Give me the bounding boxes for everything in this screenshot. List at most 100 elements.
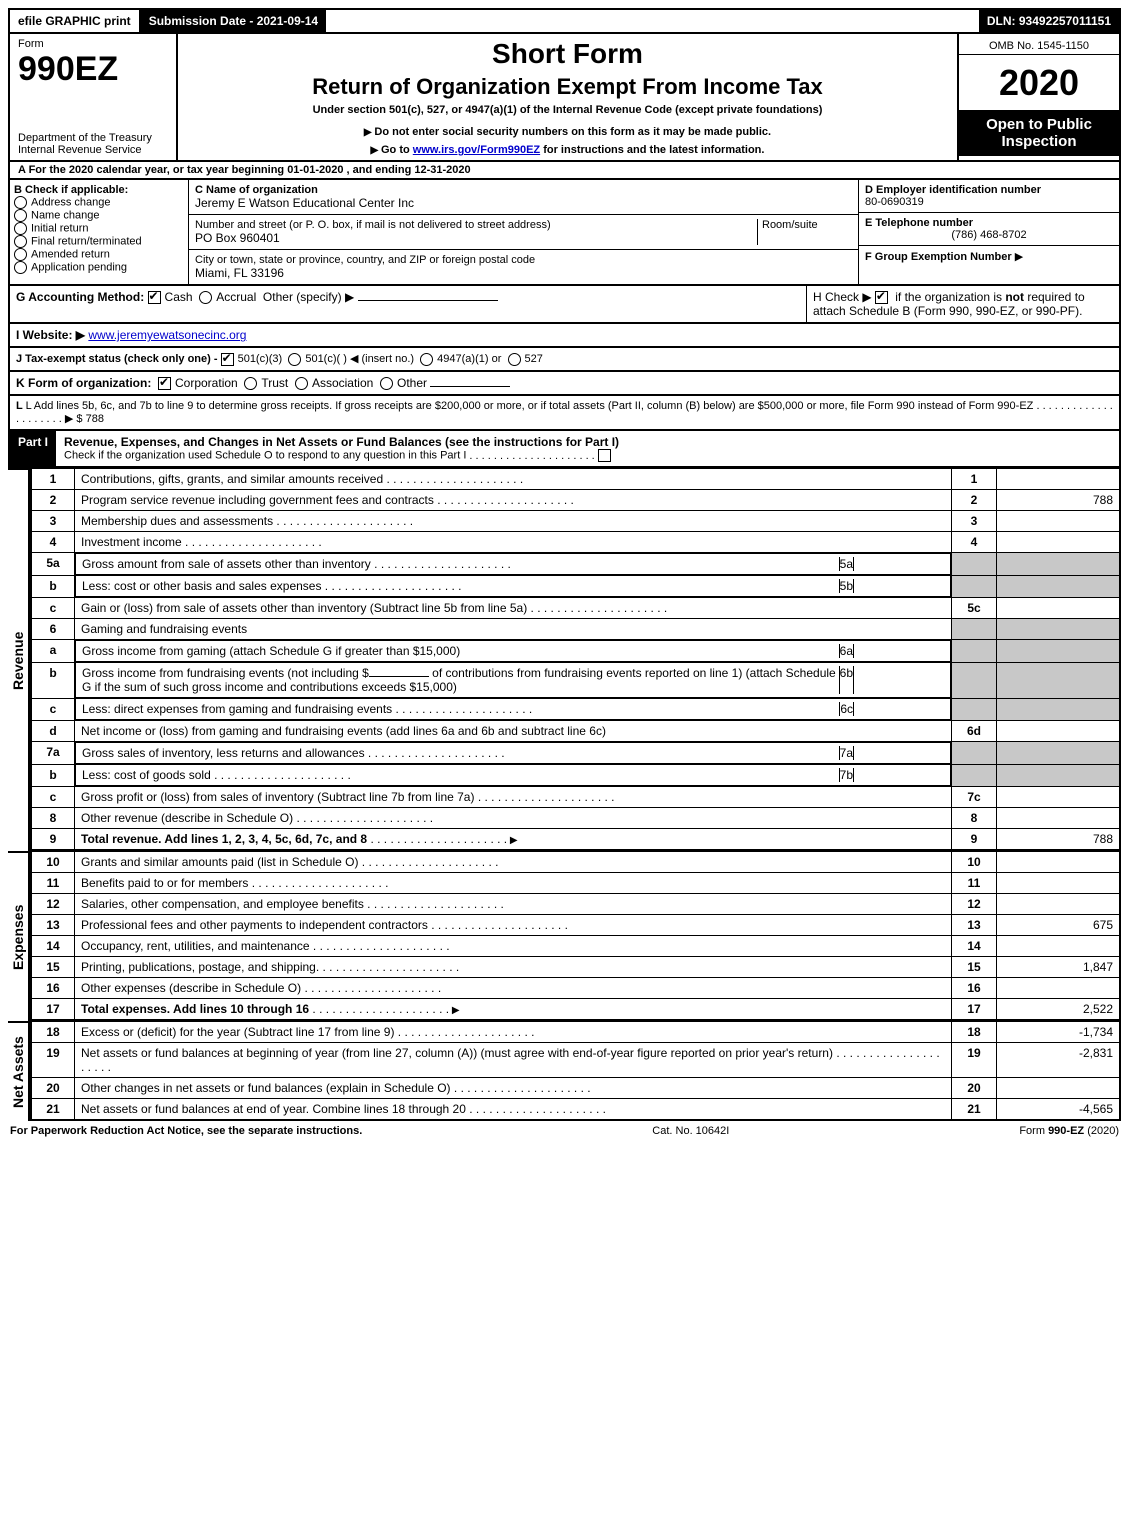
c-street-label: Number and street (or P. O. box, if mail… xyxy=(195,219,757,231)
line-19: 19Net assets or fund balances at beginni… xyxy=(31,1043,1120,1078)
col-c: C Name of organization Jeremy E Watson E… xyxy=(189,180,858,284)
line-7c: cGross profit or (loss) from sales of in… xyxy=(31,787,1120,808)
part1-title: Revenue, Expenses, and Changes in Net As… xyxy=(64,435,1111,449)
line-3: 3Membership dues and assessments3 xyxy=(31,511,1120,532)
i-label: I Website: ▶ xyxy=(16,328,85,342)
arrow-icon xyxy=(371,144,381,156)
j-501c3[interactable]: 501(c)(3) xyxy=(221,353,283,365)
part1-schedule-o-checkbox[interactable] xyxy=(598,449,611,462)
org-name: Jeremy E Watson Educational Center Inc xyxy=(195,196,852,210)
footer-mid: Cat. No. 10642I xyxy=(652,1125,729,1137)
c-city-label: City or town, state or province, country… xyxy=(195,254,852,266)
d-label: D Employer identification number xyxy=(865,184,1113,196)
line-8: 8Other revenue (describe in Schedule O)8 xyxy=(31,808,1120,829)
opt-amended-return[interactable]: Amended return xyxy=(14,248,184,261)
part1-header-row: Part I Revenue, Expenses, and Changes in… xyxy=(8,431,1121,468)
opt-final-return[interactable]: Final return/terminated xyxy=(14,235,184,248)
line-5b: bLess: cost or other basis and sales exp… xyxy=(31,575,1120,598)
revenue-section: Revenue 1Contributions, gifts, grants, a… xyxy=(8,468,1121,851)
efile-print-button[interactable]: efile GRAPHIC print xyxy=(10,10,141,32)
room-suite-label: Room/suite xyxy=(762,219,852,231)
line-5a: 5aGross amount from sale of assets other… xyxy=(31,553,1120,576)
org-street: PO Box 960401 xyxy=(195,231,757,245)
line-4: 4Investment income4 xyxy=(31,532,1120,553)
part1-label: Part I xyxy=(10,431,56,466)
line-6d: dNet income or (loss) from gaming and fu… xyxy=(31,721,1120,742)
j-4947[interactable]: 4947(a)(1) or xyxy=(420,353,501,365)
line-15: 15Printing, publications, postage, and s… xyxy=(31,957,1120,978)
dln-label: DLN: 93492257011151 xyxy=(979,10,1119,32)
row-k: K Form of organization: Corporation Trus… xyxy=(8,372,1121,396)
website-link[interactable]: www.jeremyewatsonecinc.org xyxy=(88,328,246,342)
net-assets-table: 18Excess or (deficit) for the year (Subt… xyxy=(30,1021,1121,1121)
opt-initial-return[interactable]: Initial return xyxy=(14,222,184,235)
k-other[interactable]: Other xyxy=(380,376,510,390)
form-header: Form 990EZ Department of the Treasury In… xyxy=(8,34,1121,162)
j-501c[interactable]: 501(c)( ) ◀ (insert no.) xyxy=(288,353,414,365)
tax-year: 2020 xyxy=(959,62,1119,104)
j-label: J Tax-exempt status (check only one) - xyxy=(16,353,221,365)
opt-application-pending[interactable]: Application pending xyxy=(14,261,184,274)
row-l: L L Add lines 5b, 6c, and 7b to line 9 t… xyxy=(8,396,1121,431)
entity-info-grid: B Check if applicable: Address change Na… xyxy=(8,180,1121,286)
j-527[interactable]: 527 xyxy=(508,353,543,365)
form-word: Form xyxy=(18,38,168,50)
line-6a: aGross income from gaming (attach Schedu… xyxy=(31,640,1120,663)
expenses-table: 10Grants and similar amounts paid (list … xyxy=(30,851,1121,1021)
revenue-table: 1Contributions, gifts, grants, and simil… xyxy=(30,468,1121,851)
line-9: 9Total revenue. Add lines 1, 2, 3, 4, 5c… xyxy=(31,829,1120,851)
part1-checkline: Check if the organization used Schedule … xyxy=(64,449,1111,462)
line-16: 16Other expenses (describe in Schedule O… xyxy=(31,978,1120,999)
h-text1: H Check ▶ xyxy=(813,290,872,304)
g-accrual[interactable]: Accrual xyxy=(199,290,256,304)
line-13: 13Professional fees and other payments t… xyxy=(31,915,1120,936)
line-10: 10Grants and similar amounts paid (list … xyxy=(31,852,1120,873)
f-label: F Group Exemption Number xyxy=(865,251,1012,263)
dept-label: Department of the Treasury xyxy=(18,132,168,144)
row-gh: G Accounting Method: Cash Accrual Other … xyxy=(8,286,1121,324)
note-ssn: Do not enter social security numbers on … xyxy=(186,126,949,138)
row-i: I Website: ▶ www.jeremyewatsonecinc.org xyxy=(8,324,1121,348)
org-city: Miami, FL 33196 xyxy=(195,266,852,280)
phone-value: (786) 468-8702 xyxy=(865,229,1113,241)
top-bar: efile GRAPHIC print Submission Date - 20… xyxy=(8,8,1121,34)
l-value: $ 788 xyxy=(76,413,104,425)
row-a-tax-year: A For the 2020 calendar year, or tax yea… xyxy=(8,162,1121,180)
line-6: 6Gaming and fundraising events xyxy=(31,619,1120,640)
col-def: D Employer identification number 80-0690… xyxy=(858,180,1119,284)
line-6c: cLess: direct expenses from gaming and f… xyxy=(31,698,1120,721)
line-2: 2Program service revenue including gover… xyxy=(31,490,1120,511)
line-11: 11Benefits paid to or for members11 xyxy=(31,873,1120,894)
line-20: 20Other changes in net assets or fund ba… xyxy=(31,1078,1120,1099)
l-letter: L xyxy=(16,400,26,412)
line-21: 21Net assets or fund balances at end of … xyxy=(31,1099,1120,1121)
line-12: 12Salaries, other compensation, and empl… xyxy=(31,894,1120,915)
line-7b: bLess: cost of goods sold7b xyxy=(31,764,1120,787)
submission-date-label: Submission Date - 2021-09-14 xyxy=(141,10,326,32)
expenses-side-label: Expenses xyxy=(8,851,30,1021)
k-trust[interactable]: Trust xyxy=(244,376,288,390)
net-assets-section: Net Assets 18Excess or (deficit) for the… xyxy=(8,1021,1121,1121)
opt-address-change[interactable]: Address change xyxy=(14,196,184,209)
expenses-section: Expenses 10Grants and similar amounts pa… xyxy=(8,851,1121,1021)
k-corp[interactable]: Corporation xyxy=(158,376,238,390)
g-other[interactable]: Other (specify) ▶ xyxy=(263,290,498,304)
line-14: 14Occupancy, rent, utilities, and mainte… xyxy=(31,936,1120,957)
irs-label: Internal Revenue Service xyxy=(18,144,168,156)
irs-link[interactable]: www.irs.gov/Form990EZ xyxy=(413,144,540,156)
open-public-box: Open to Public Inspection xyxy=(959,110,1119,156)
l-text: L Add lines 5b, 6c, and 7b to line 9 to … xyxy=(26,400,1034,412)
net-assets-side-label: Net Assets xyxy=(8,1021,30,1121)
k-assoc[interactable]: Association xyxy=(295,376,373,390)
spacer xyxy=(326,17,979,25)
opt-name-change[interactable]: Name change xyxy=(14,209,184,222)
c-name-label: C Name of organization xyxy=(195,184,852,196)
page-footer: For Paperwork Reduction Act Notice, see … xyxy=(8,1121,1121,1141)
g-cash[interactable]: Cash xyxy=(148,290,193,304)
k-label: K Form of organization: xyxy=(16,376,151,390)
line-1: 1Contributions, gifts, grants, and simil… xyxy=(31,469,1120,490)
line-17: 17Total expenses. Add lines 10 through 1… xyxy=(31,999,1120,1021)
col-b: B Check if applicable: Address change Na… xyxy=(10,180,189,284)
h-checkbox[interactable] xyxy=(875,291,888,304)
footer-right: Form 990-EZ (2020) xyxy=(1019,1125,1119,1137)
